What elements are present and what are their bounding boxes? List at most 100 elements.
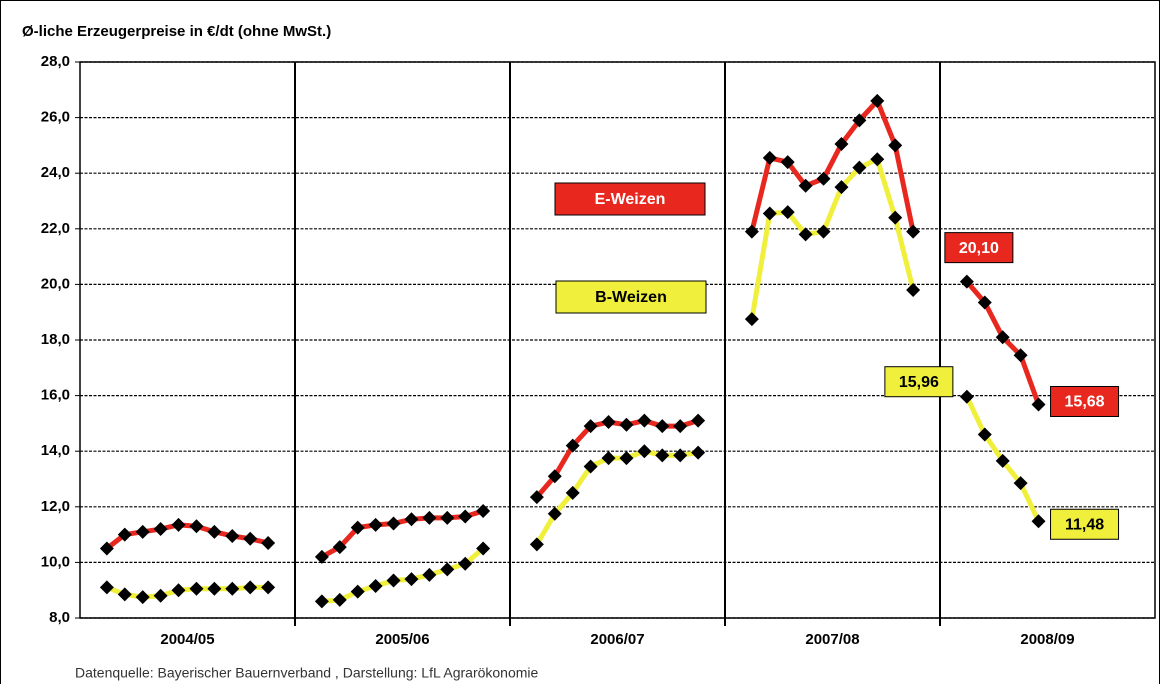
marker bbox=[601, 451, 616, 466]
marker bbox=[207, 581, 222, 596]
x-group-label: 2005/06 bbox=[375, 631, 429, 648]
y-tick-label: 14,0 bbox=[41, 442, 70, 459]
marker bbox=[1013, 348, 1028, 363]
marker bbox=[99, 541, 114, 556]
legend-box bbox=[554, 182, 706, 216]
x-group-label: 2006/07 bbox=[590, 631, 644, 648]
y-tick-label: 12,0 bbox=[41, 498, 70, 515]
marker bbox=[762, 206, 777, 221]
value-label-box bbox=[1050, 508, 1120, 540]
marker bbox=[386, 516, 401, 531]
value-label: 15,68 bbox=[1065, 394, 1105, 411]
marker bbox=[422, 567, 437, 582]
marker bbox=[870, 93, 885, 108]
marker bbox=[135, 590, 150, 605]
marker bbox=[583, 419, 598, 434]
y-tick-label: 8,0 bbox=[49, 609, 70, 626]
marker bbox=[565, 485, 580, 500]
marker bbox=[798, 178, 813, 193]
marker bbox=[99, 580, 114, 595]
marker bbox=[207, 524, 222, 539]
x-group-label: 2008/09 bbox=[1020, 631, 1074, 648]
marker bbox=[171, 583, 186, 598]
marker bbox=[261, 535, 276, 550]
marker bbox=[314, 594, 329, 609]
marker bbox=[834, 137, 849, 152]
marker bbox=[744, 224, 759, 239]
marker bbox=[906, 282, 921, 297]
marker bbox=[619, 417, 634, 432]
marker bbox=[637, 413, 652, 428]
legend-label: B-Weizen bbox=[595, 289, 667, 306]
marker bbox=[780, 205, 795, 220]
x-group-label: 2004/05 bbox=[160, 631, 214, 648]
marker bbox=[888, 138, 903, 153]
marker bbox=[368, 517, 383, 532]
marker bbox=[422, 510, 437, 525]
y-tick-label: 24,0 bbox=[41, 164, 70, 181]
chart-title: Ø-liche Erzeugerpreise in €/dt (ohne MwS… bbox=[22, 23, 331, 40]
marker bbox=[1013, 476, 1028, 491]
marker bbox=[117, 527, 132, 542]
marker bbox=[977, 295, 992, 310]
marker bbox=[189, 581, 204, 596]
marker bbox=[529, 490, 544, 505]
marker bbox=[171, 517, 186, 532]
marker bbox=[153, 522, 168, 537]
marker bbox=[243, 580, 258, 595]
marker bbox=[977, 427, 992, 442]
marker bbox=[1031, 514, 1046, 529]
y-tick-label: 22,0 bbox=[41, 220, 70, 237]
y-tick-label: 20,0 bbox=[41, 275, 70, 292]
marker bbox=[440, 510, 455, 525]
y-tick-label: 10,0 bbox=[41, 553, 70, 570]
marker bbox=[637, 444, 652, 459]
marker bbox=[440, 562, 455, 577]
marker bbox=[261, 580, 276, 595]
y-tick-label: 16,0 bbox=[41, 387, 70, 404]
marker bbox=[225, 581, 240, 596]
marker bbox=[404, 512, 419, 527]
marker bbox=[673, 419, 688, 434]
marker bbox=[547, 469, 562, 484]
marker bbox=[995, 330, 1010, 345]
series-line bbox=[105, 98, 1041, 560]
marker bbox=[547, 506, 562, 521]
marker bbox=[583, 459, 598, 474]
marker bbox=[332, 592, 347, 607]
marker bbox=[816, 224, 831, 239]
marker bbox=[619, 451, 634, 466]
marker bbox=[386, 573, 401, 588]
marker bbox=[888, 210, 903, 225]
marker bbox=[762, 150, 777, 165]
marker bbox=[798, 227, 813, 242]
marker bbox=[959, 389, 974, 404]
marker bbox=[655, 448, 670, 463]
marker bbox=[458, 556, 473, 571]
marker bbox=[135, 524, 150, 539]
marker bbox=[655, 419, 670, 434]
marker bbox=[350, 584, 365, 599]
marker bbox=[780, 155, 795, 170]
legend-box bbox=[555, 280, 707, 314]
marker bbox=[816, 171, 831, 186]
source-note: Datenquelle: Bayerischer Bauernverband ,… bbox=[75, 665, 539, 681]
marker bbox=[870, 152, 885, 167]
marker bbox=[852, 113, 867, 128]
x-group-label: 2007/08 bbox=[805, 631, 859, 648]
y-tick-label: 28,0 bbox=[41, 53, 70, 70]
legend-label: E-Weizen bbox=[595, 191, 666, 208]
series-line bbox=[105, 156, 1041, 604]
marker bbox=[691, 413, 706, 428]
marker bbox=[852, 160, 867, 175]
marker bbox=[601, 415, 616, 430]
value-label-box bbox=[1050, 385, 1120, 417]
marker bbox=[691, 445, 706, 460]
marker bbox=[350, 520, 365, 535]
marker bbox=[565, 438, 580, 453]
value-label-box bbox=[944, 232, 1014, 264]
marker bbox=[744, 312, 759, 327]
marker bbox=[189, 519, 204, 534]
marker bbox=[225, 528, 240, 543]
